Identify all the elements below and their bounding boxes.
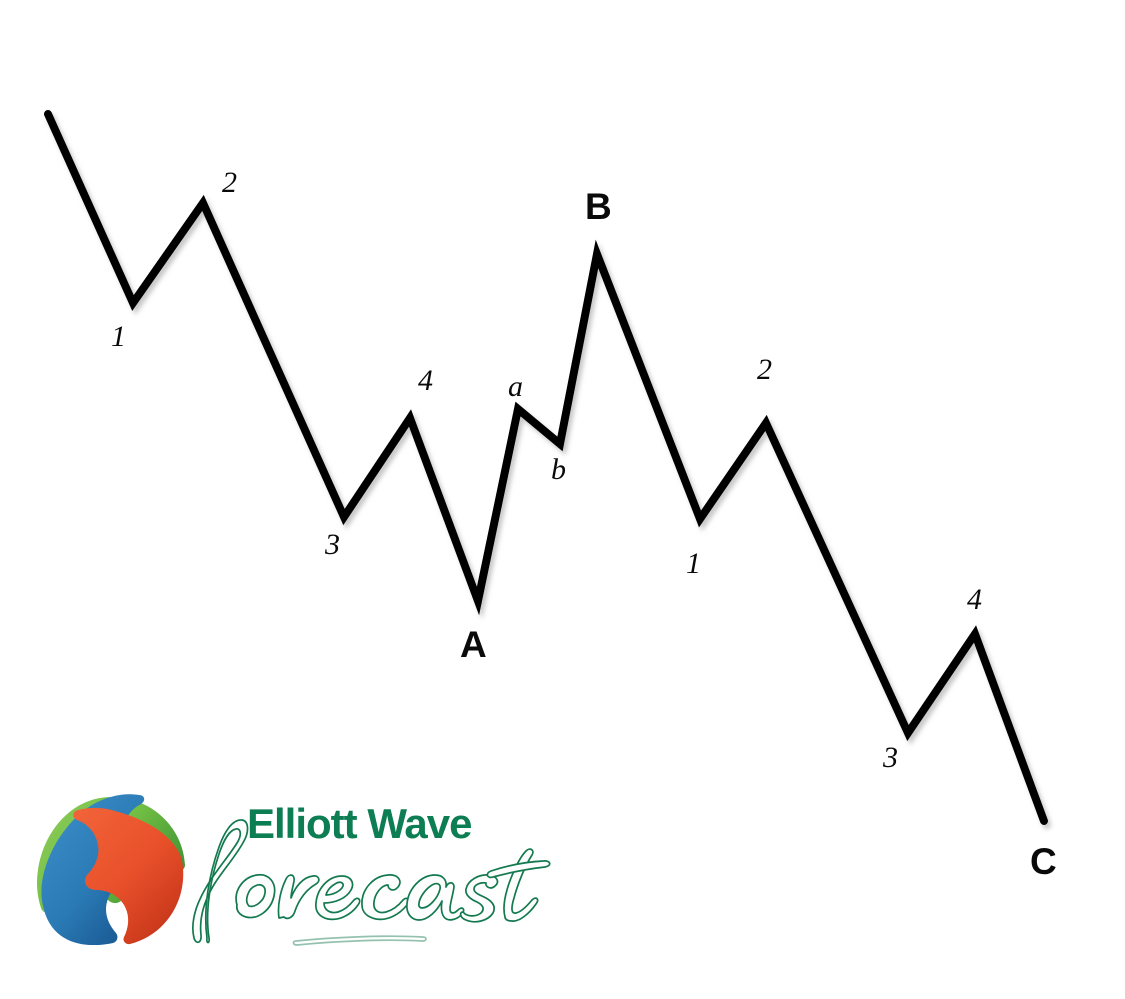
elliott-wave-forecast-logo: Elliott Wave [35,785,595,950]
elliott-wave-polyline [44,110,1048,825]
wave-label-a-6: A [460,624,487,665]
wave-label-3-11: 3 [883,741,898,774]
brand-name-script [191,819,551,946]
wave-label-4-2: 4 [418,364,433,397]
wave-label-c-12: C [1030,841,1057,882]
wave-label-a-4: a [508,370,523,403]
triskelion-swirl-icon [37,794,185,945]
brand-name-primary: Elliott Wave [247,800,472,847]
wave-label-2-8: 2 [757,353,772,386]
wave-label-1-9: 1 [686,547,701,580]
wave-label-3-3: 3 [325,528,340,561]
logo-arm-red [73,807,184,945]
wave-label-b-5: b [551,453,566,486]
logo-wordmark: Elliott Wave [35,785,595,950]
wave-label-2-0: 2 [222,166,237,199]
wave-label-b-7: B [585,186,612,227]
wave-label-1-1: 1 [111,320,126,353]
wave-label-4-10: 4 [967,583,982,616]
